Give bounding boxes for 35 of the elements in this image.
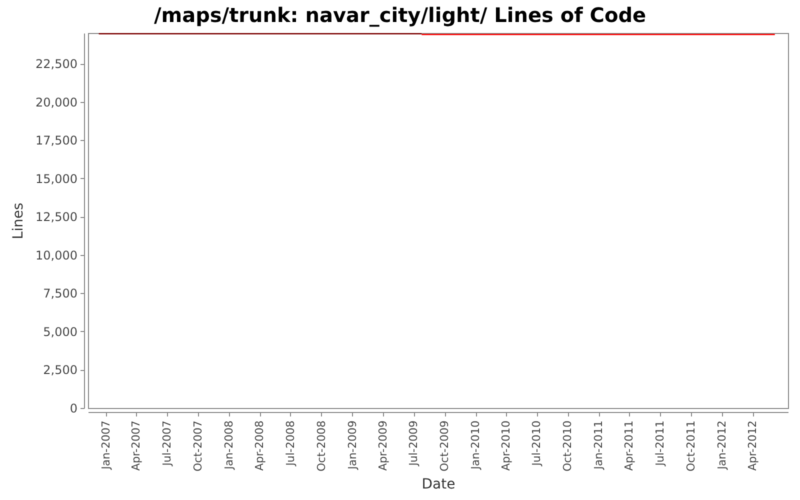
x-tick-label: Jan-2011 <box>592 420 606 470</box>
x-tick-label: Oct-2009 <box>438 420 452 472</box>
x-tick-label: Apr-2007 <box>130 420 143 471</box>
x-tick-label: Apr-2011 <box>622 420 636 471</box>
x-tick-label: Oct-2010 <box>561 420 574 472</box>
y-axis-title: Lines <box>10 202 27 240</box>
y-tick-label: 0 <box>70 402 78 416</box>
y-tick-label: 17,500 <box>36 134 78 148</box>
x-tick-label: Jan-2009 <box>346 420 359 470</box>
x-tick-label: Apr-2010 <box>499 420 512 471</box>
x-tick-label: Jul-2007 <box>160 420 174 467</box>
x-tick-label: Apr-2008 <box>253 420 266 471</box>
x-tick-label: Oct-2007 <box>191 420 204 472</box>
y-tick-label: 10,000 <box>36 248 78 262</box>
x-axis-title: Date <box>422 476 456 492</box>
x-tick-label: Jan-2010 <box>469 420 482 470</box>
x-tick-label: Jan-2007 <box>99 420 112 470</box>
x-tick-label: Apr-2012 <box>746 420 760 471</box>
y-tick-label: 12,500 <box>36 210 78 224</box>
x-tick-label: Jul-2009 <box>407 420 420 467</box>
y-tick-label: 7,500 <box>43 286 78 301</box>
x-tick-label: Apr-2009 <box>376 420 390 471</box>
chart-title: /maps/trunk: navar_city/light/ Lines of Code <box>154 3 646 27</box>
x-tick-label: Oct-2011 <box>684 420 698 472</box>
x-tick-label: Jul-2008 <box>284 420 297 467</box>
y-tick-label: 2,500 <box>43 363 78 378</box>
x-tick-label: Jul-2010 <box>530 420 544 467</box>
x-tick-label: Jan-2012 <box>715 420 728 470</box>
y-tick-label: 5,000 <box>43 324 78 339</box>
y-tick-label: 22,500 <box>36 57 78 72</box>
x-tick-label: Jul-2011 <box>653 420 666 467</box>
y-tick-label: 20,000 <box>36 95 78 110</box>
x-tick-label: Oct-2008 <box>314 420 328 472</box>
x-tick-label: Jan-2008 <box>222 420 236 470</box>
y-tick-label: 15,000 <box>36 172 78 186</box>
